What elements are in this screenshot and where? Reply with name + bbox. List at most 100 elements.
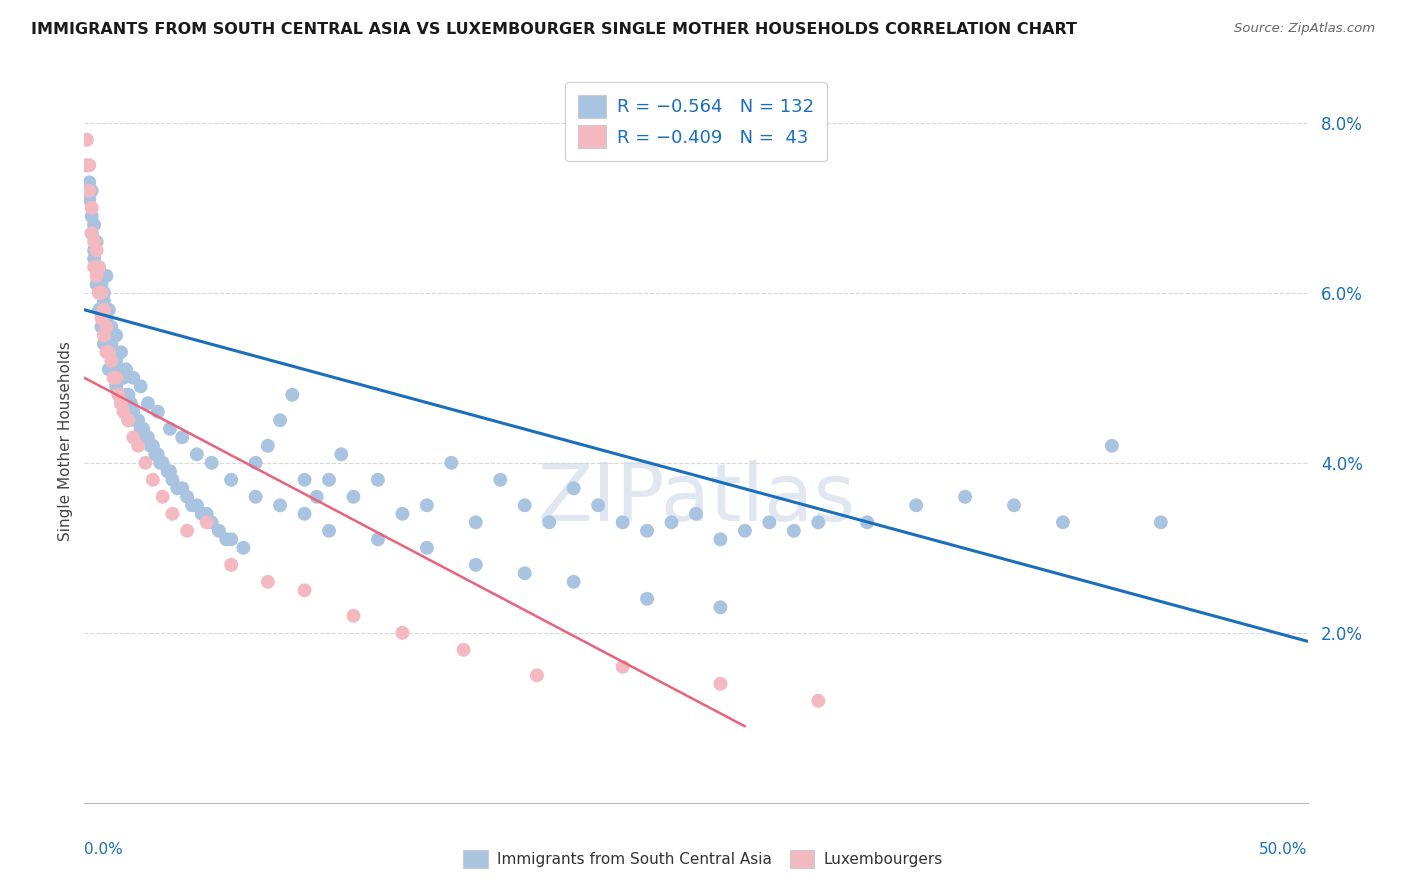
Point: [115, 362, 138, 376]
Point: [391, 507, 413, 521]
Point: [86, 277, 108, 292]
Point: [86, 268, 108, 283]
Point: [330, 447, 353, 461]
Point: [162, 507, 184, 521]
Point: [152, 456, 174, 470]
Point: [87, 285, 110, 300]
Text: 0.0%: 0.0%: [84, 842, 124, 856]
Point: [305, 490, 328, 504]
Text: IMMIGRANTS FROM SOUTH CENTRAL ASIA VS LUXEMBOURGER SINGLE MOTHER HOUSEHOLDS CORR: IMMIGRANTS FROM SOUTH CENTRAL ASIA VS LU…: [31, 22, 1077, 37]
Point: [112, 371, 135, 385]
Point: [93, 319, 115, 334]
Point: [176, 490, 198, 504]
Point: [105, 328, 128, 343]
Point: [636, 524, 658, 538]
Point: [90, 319, 112, 334]
Point: [612, 516, 634, 530]
Point: [172, 430, 194, 444]
Point: [117, 413, 139, 427]
Point: [83, 218, 105, 232]
Point: [440, 456, 463, 470]
Point: [146, 405, 169, 419]
Point: [80, 209, 103, 223]
Point: [103, 371, 125, 385]
Point: [77, 158, 100, 172]
Point: [86, 235, 108, 249]
Text: ZIPatlas: ZIPatlas: [537, 460, 855, 539]
Point: [186, 498, 208, 512]
Point: [83, 252, 105, 266]
Point: [856, 516, 879, 530]
Point: [318, 473, 340, 487]
Point: [83, 244, 105, 258]
Point: [100, 362, 122, 376]
Point: [90, 302, 112, 317]
Point: [143, 447, 166, 461]
Point: [709, 600, 731, 615]
Point: [734, 524, 756, 538]
Point: [117, 413, 139, 427]
Point: [200, 516, 222, 530]
Point: [612, 660, 634, 674]
Point: [342, 490, 364, 504]
Point: [105, 371, 128, 385]
Point: [142, 439, 165, 453]
Point: [245, 490, 267, 504]
Point: [80, 201, 103, 215]
Point: [513, 566, 536, 581]
Point: [538, 516, 561, 530]
Point: [93, 328, 115, 343]
Point: [127, 439, 149, 453]
Point: [807, 694, 830, 708]
Point: [103, 371, 125, 385]
Legend: R = −0.564   N = 132, R = −0.409   N =  43: R = −0.564 N = 132, R = −0.409 N = 43: [565, 82, 827, 161]
Point: [219, 533, 242, 547]
Point: [156, 464, 179, 478]
Point: [110, 396, 132, 410]
Point: [90, 277, 112, 292]
Point: [76, 158, 98, 172]
Point: [281, 388, 304, 402]
Point: [219, 558, 242, 572]
Point: [129, 422, 152, 436]
Point: [96, 336, 118, 351]
Text: 50.0%: 50.0%: [1260, 842, 1308, 856]
Point: [115, 388, 138, 402]
Point: [96, 345, 118, 359]
Point: [195, 507, 218, 521]
Point: [162, 473, 184, 487]
Point: [176, 524, 198, 538]
Point: [83, 260, 105, 275]
Point: [391, 625, 413, 640]
Point: [122, 371, 145, 385]
Point: [112, 396, 135, 410]
Point: [464, 516, 486, 530]
Point: [489, 473, 512, 487]
Point: [200, 456, 222, 470]
Point: [586, 498, 609, 512]
Point: [86, 244, 108, 258]
Point: [149, 456, 172, 470]
Point: [97, 362, 120, 376]
Point: [97, 319, 120, 334]
Point: [105, 353, 128, 368]
Point: [97, 345, 120, 359]
Point: [136, 430, 159, 444]
Point: [245, 456, 267, 470]
Point: [464, 558, 486, 572]
Point: [97, 302, 120, 317]
Point: [208, 524, 231, 538]
Point: [186, 447, 208, 461]
Point: [342, 608, 364, 623]
Point: [1101, 439, 1123, 453]
Point: [96, 319, 118, 334]
Point: [191, 507, 214, 521]
Point: [122, 430, 145, 444]
Point: [107, 388, 129, 402]
Point: [110, 345, 132, 359]
Point: [76, 133, 98, 147]
Point: [93, 302, 115, 317]
Point: [152, 490, 174, 504]
Point: [159, 422, 181, 436]
Point: [257, 439, 280, 453]
